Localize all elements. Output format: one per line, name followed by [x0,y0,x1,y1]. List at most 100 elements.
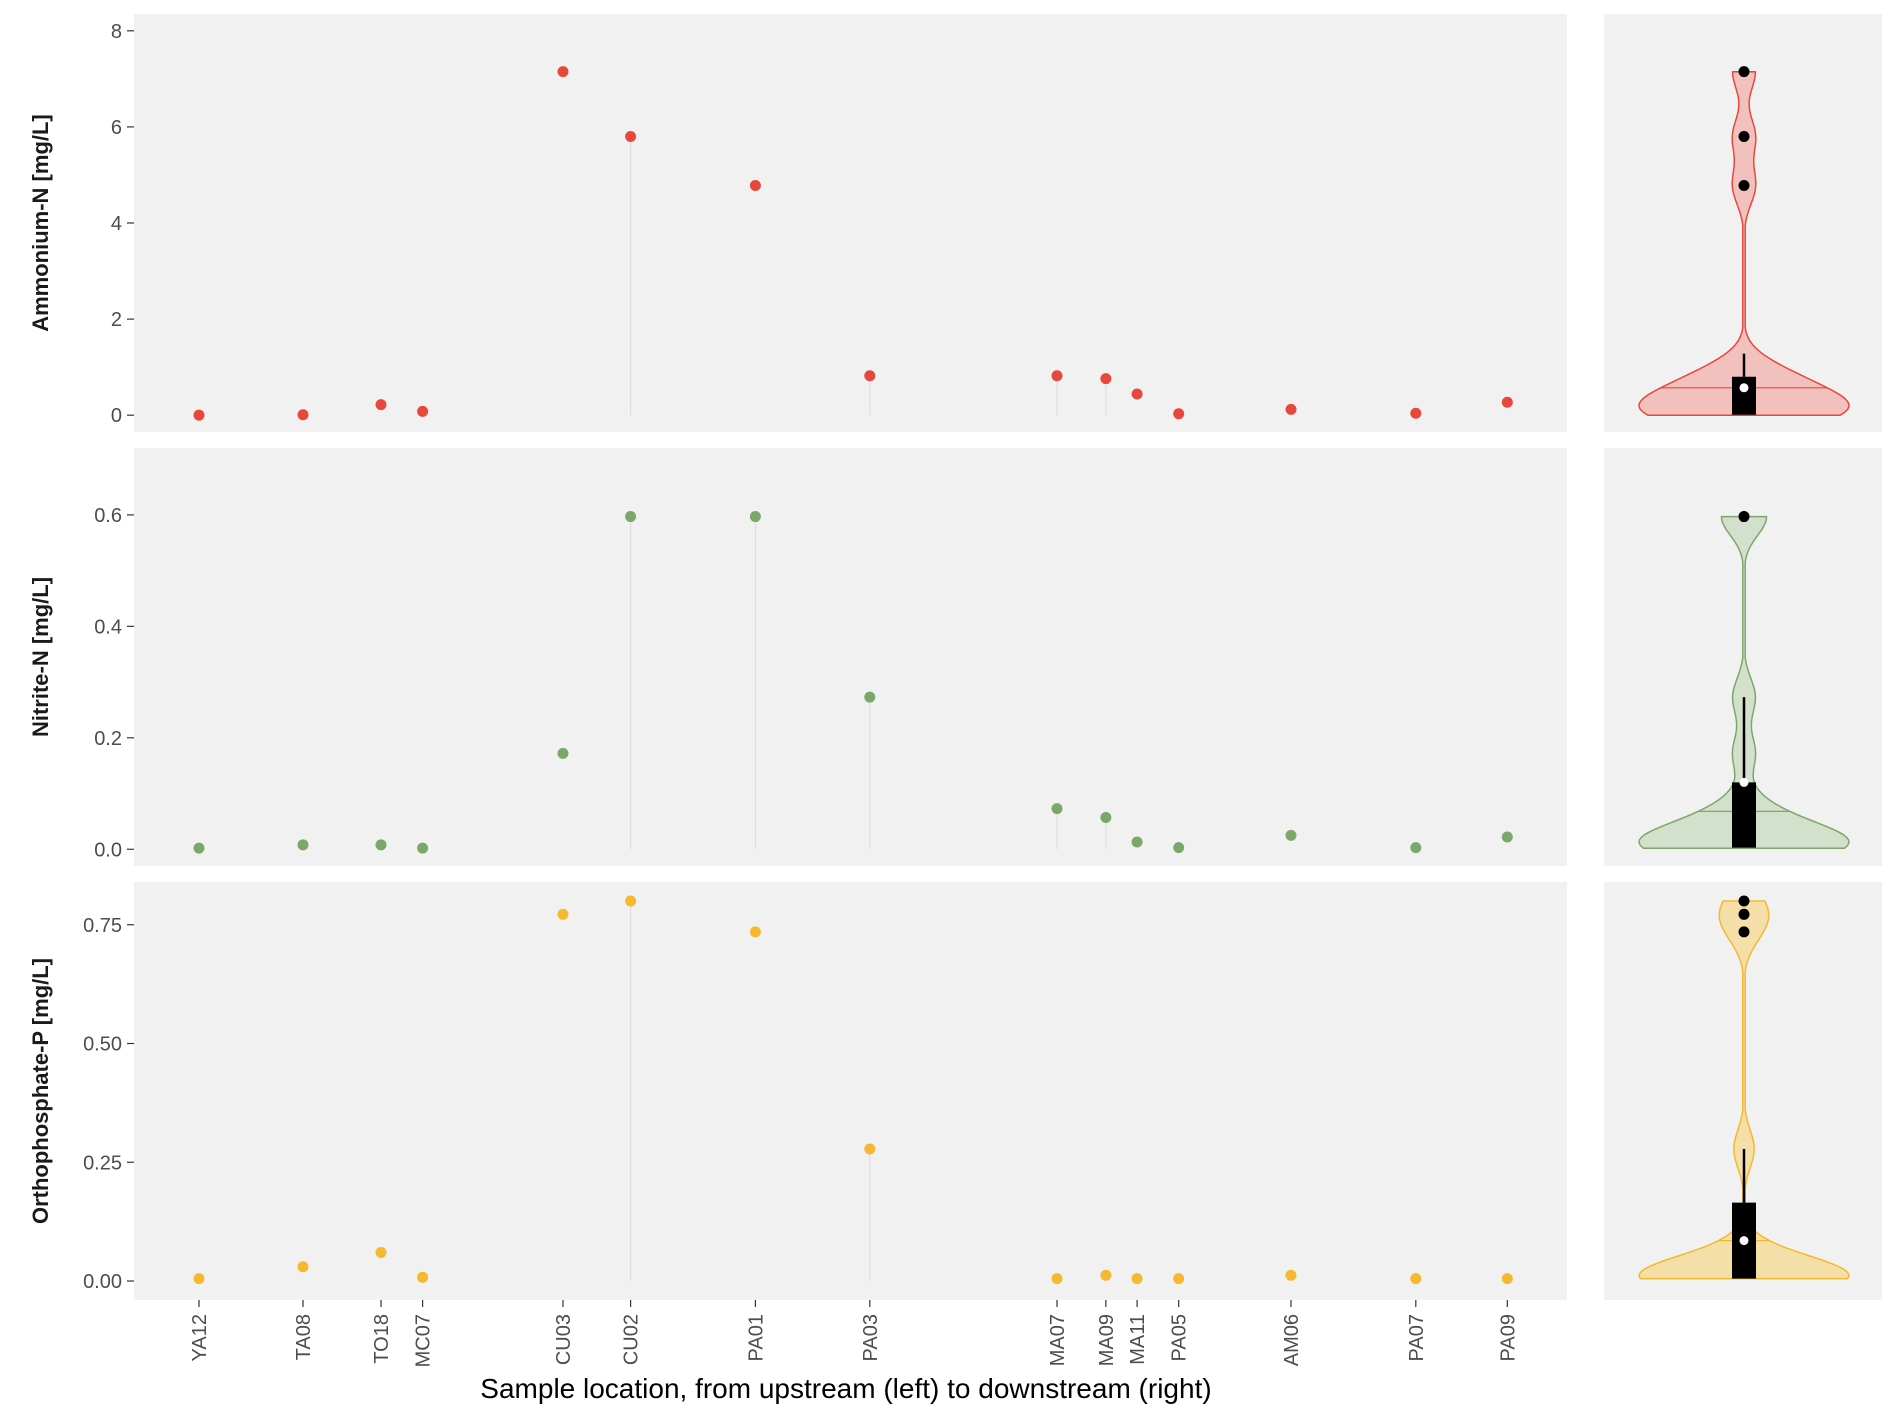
y-tick-label-orthophosphate: 0.00 [83,1271,122,1293]
violin-ammonium [1638,70,1850,416]
x-tick-label-MA11: MA11 [1127,1314,1149,1365]
point-ammonium-TA08 [297,409,309,421]
point-ammonium-MC07 [417,405,429,417]
point-orthophosphate-YA12 [193,1273,205,1285]
point-orthophosphate-CU03 [557,908,569,920]
point-orthophosphate-TO18 [375,1247,387,1258]
x-tick-label-PA07: PA07 [1406,1314,1428,1361]
y-tick-label-ammonium: 4 [111,213,122,235]
y-tick-label-nitrite: 0.4 [94,616,122,638]
y-tick-label-orthophosphate: 0.50 [83,1034,122,1056]
y-axis-title-nitrite: Nitrite-N [mg/L] [28,577,53,737]
x-tick-label-PA09: PA09 [1497,1314,1519,1361]
panels-layer [134,14,1882,1300]
x-tick-label-AM06: AM06 [1281,1314,1303,1366]
y-tick-label-orthophosphate: 0.75 [83,915,122,937]
x-tick-label-MA09: MA09 [1096,1314,1118,1366]
y-tick-label-orthophosphate: 0.25 [83,1152,122,1174]
y-tick-label-ammonium: 2 [111,309,122,331]
point-ammonium-CU02 [625,131,637,143]
y-axis-title-orthophosphate: Orthophosphate-P [mg/L] [28,958,53,1224]
violin-orthophosphate [1638,900,1850,1280]
point-nitrite-MA11 [1131,836,1143,848]
point-nitrite-MC07 [417,842,429,854]
violin-outlier-ammonium [1738,131,1750,143]
point-nitrite-MA09 [1100,812,1112,824]
point-orthophosphate-MA11 [1131,1273,1143,1285]
point-ammonium-PA03 [864,370,876,382]
point-ammonium-PA01 [749,180,761,192]
point-nitrite-PA09 [1501,831,1513,843]
point-orthophosphate-PA07 [1410,1273,1422,1285]
violin-outlier-ammonium [1738,66,1750,78]
x-tick-label-PA01: PA01 [745,1314,767,1361]
point-orthophosphate-CU02 [625,895,637,907]
point-ammonium-MA09 [1100,373,1112,385]
box-median-point-nitrite [1739,777,1749,787]
point-nitrite-PA05 [1173,842,1185,854]
point-ammonium-YA12 [193,409,205,421]
violin-outlier-orthophosphate [1738,926,1750,938]
main-panel-orthophosphate [134,882,1567,1300]
x-tick-label-PA05: PA05 [1169,1314,1191,1361]
box-median-point-orthophosphate [1739,1236,1749,1246]
violin-outlier-nitrite [1738,511,1750,523]
point-ammonium-CU03 [557,66,569,78]
point-ammonium-AM06 [1285,403,1297,415]
y-tick-label-nitrite: 0.6 [94,505,122,527]
axes-layer: 0 2 4 6 8 Ammonium-N [mg/L] 0.0 0.2 0.4 0.6 Nitrit… [28,21,1519,1368]
point-orthophosphate-AM06 [1285,1269,1297,1281]
box-iqr-ammonium [1732,376,1756,415]
x-axis-title: Sample location, from upstream (left) to… [480,1373,1211,1404]
x-tick-label-PA03: PA03 [860,1314,882,1361]
x-tick-label-TA08: TA08 [293,1314,315,1360]
box-iqr-nitrite [1732,782,1756,848]
point-ammonium-PA09 [1501,396,1513,408]
points-layer [193,66,1513,1285]
violin-nitrite [1638,515,1850,849]
point-nitrite-AM06 [1285,829,1297,841]
main-panel-ammonium [134,14,1567,432]
x-tick-label-CU02: CU02 [621,1314,643,1365]
violins-layer [1638,66,1850,1280]
x-tick-label-YA12: YA12 [189,1314,211,1361]
point-orthophosphate-PA01 [749,926,761,938]
point-nitrite-MA07 [1051,803,1063,815]
point-nitrite-CU03 [557,747,569,759]
x-tick-label-MC07: MC07 [413,1314,435,1367]
y-tick-label-ammonium: 8 [111,21,122,43]
point-nitrite-CU02 [625,511,637,523]
point-nitrite-TA08 [297,839,309,851]
point-orthophosphate-TA08 [297,1261,309,1273]
y-tick-label-nitrite: 0.2 [94,728,122,750]
box-median-point-ammonium [1739,383,1749,393]
point-nitrite-PA03 [864,691,876,703]
x-tick-label-TO18: TO18 [371,1314,393,1364]
point-nitrite-PA07 [1410,842,1422,854]
point-nitrite-TO18 [375,839,387,851]
y-axis-title-ammonium: Ammonium-N [mg/L] [28,114,53,332]
point-ammonium-MA11 [1131,388,1143,400]
violin-outlier-ammonium [1738,180,1750,192]
point-nitrite-YA12 [193,842,205,854]
stems-layer [629,136,1107,1281]
y-tick-label-ammonium: 6 [111,117,122,139]
point-orthophosphate-MC07 [417,1271,429,1283]
point-ammonium-PA05 [1173,408,1185,420]
point-ammonium-PA07 [1410,407,1422,419]
x-tick-label-MA07: MA07 [1047,1314,1069,1366]
point-orthophosphate-PA05 [1173,1273,1185,1285]
point-orthophosphate-PA03 [864,1143,876,1155]
point-nitrite-PA01 [749,511,761,523]
violin-outlier-orthophosphate [1738,895,1750,907]
point-ammonium-TO18 [375,399,387,411]
y-tick-label-nitrite: 0.0 [94,839,122,861]
point-orthophosphate-MA09 [1100,1269,1112,1281]
y-tick-label-ammonium: 0 [111,405,122,427]
main-panel-nitrite [134,448,1567,866]
x-tick-label-CU03: CU03 [553,1314,575,1365]
point-orthophosphate-MA07 [1051,1273,1063,1285]
point-orthophosphate-PA09 [1501,1273,1513,1285]
